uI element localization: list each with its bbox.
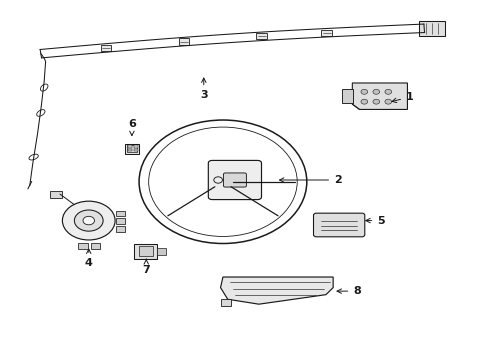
- Circle shape: [212, 174, 233, 189]
- Bar: [321, 30, 331, 36]
- Bar: [256, 33, 266, 40]
- Circle shape: [360, 89, 367, 94]
- Bar: [127, 145, 137, 153]
- Bar: [116, 219, 124, 224]
- Circle shape: [83, 216, 94, 225]
- Bar: [124, 144, 139, 154]
- Bar: [157, 248, 165, 255]
- Circle shape: [372, 89, 379, 94]
- Text: 8: 8: [336, 286, 360, 296]
- Bar: [220, 299, 231, 306]
- Circle shape: [62, 201, 115, 240]
- Polygon shape: [351, 83, 407, 109]
- Bar: [128, 145, 132, 148]
- Ellipse shape: [29, 154, 38, 160]
- FancyBboxPatch shape: [313, 213, 364, 237]
- Text: 5: 5: [365, 216, 384, 226]
- Bar: [128, 149, 132, 152]
- Bar: [138, 246, 153, 256]
- Bar: [101, 45, 111, 51]
- Text: 7: 7: [142, 259, 150, 275]
- FancyBboxPatch shape: [223, 173, 246, 187]
- Bar: [50, 191, 62, 198]
- Bar: [116, 211, 124, 216]
- Bar: [78, 243, 88, 249]
- Text: 6: 6: [128, 118, 136, 136]
- Text: 2: 2: [279, 175, 341, 185]
- Bar: [134, 149, 137, 152]
- Bar: [341, 89, 352, 103]
- Text: 4: 4: [84, 249, 93, 268]
- Circle shape: [384, 89, 391, 94]
- Text: 1: 1: [391, 92, 413, 103]
- Bar: [90, 243, 100, 249]
- Bar: [134, 243, 157, 259]
- Bar: [178, 39, 189, 45]
- Text: 3: 3: [200, 78, 207, 100]
- Circle shape: [384, 99, 391, 104]
- Circle shape: [360, 99, 367, 104]
- Bar: [116, 226, 124, 232]
- Bar: [134, 145, 137, 148]
- Polygon shape: [220, 277, 332, 304]
- Circle shape: [74, 210, 103, 231]
- FancyBboxPatch shape: [208, 161, 261, 199]
- Bar: [418, 21, 445, 36]
- Circle shape: [372, 99, 379, 104]
- Ellipse shape: [41, 84, 48, 91]
- Ellipse shape: [37, 110, 45, 116]
